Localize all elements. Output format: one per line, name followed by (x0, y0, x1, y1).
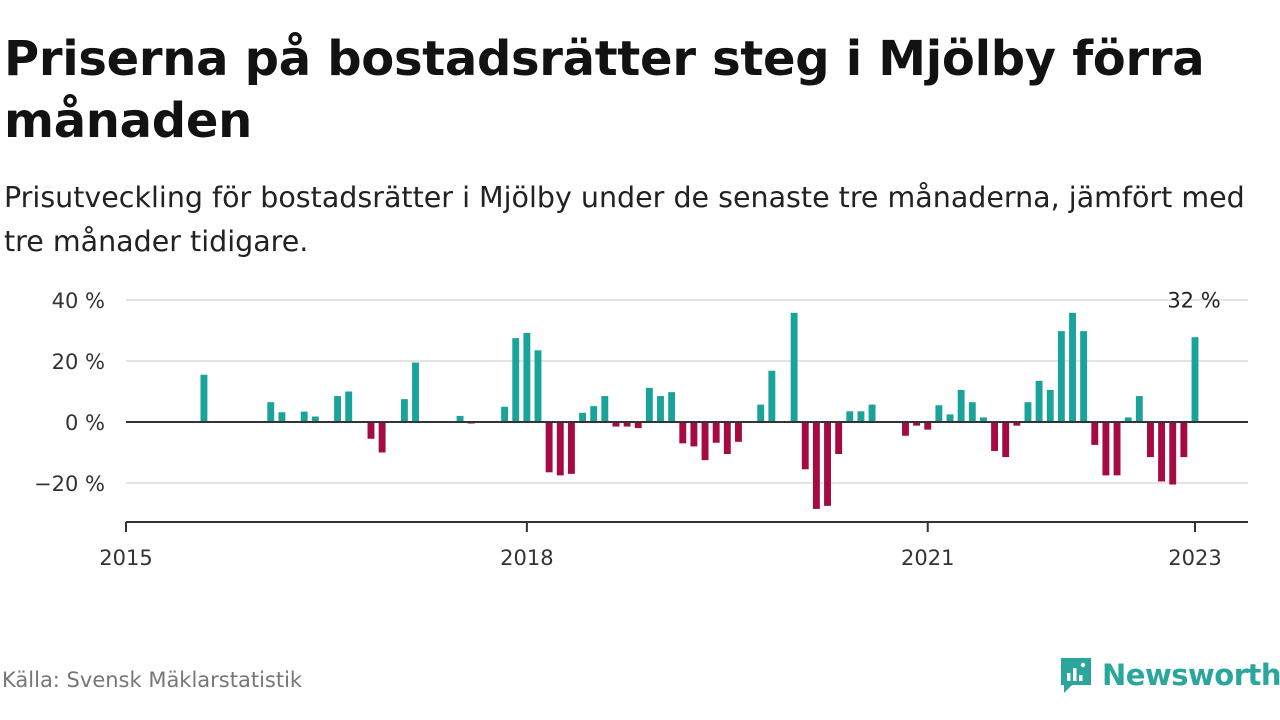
bar-2019-07 (723, 422, 731, 455)
bar-2018-06 (579, 412, 586, 422)
bar-2018-09 (612, 422, 620, 427)
bar-2018-08 (601, 396, 609, 422)
bar-2020-01 (790, 312, 798, 422)
bar-2018-03 (545, 422, 553, 473)
bar-2020-12 (913, 422, 921, 426)
bar-2018-12 (645, 387, 653, 422)
bar-2021-04 (957, 389, 965, 422)
y-tick-label: 40 % (52, 289, 105, 313)
bar-2022-06 (1113, 422, 1121, 476)
bar-2018-11 (634, 422, 642, 429)
bar-2018-10 (623, 422, 631, 427)
bar-2022-08 (1135, 396, 1143, 422)
bar-chart: 40 % 20 % 0 % −20 % 2015 2018 2021 2023 32 % (34, 288, 1248, 570)
x-tick-label: 2021 (901, 546, 954, 570)
source-note: Källa: Svensk Mäklarstatistik (2, 668, 303, 692)
y-tick-label: 20 % (52, 350, 105, 374)
bar-2022-12 (1180, 422, 1188, 458)
bar-2019-01 (657, 396, 664, 422)
bar-2022-03 (1080, 331, 1088, 422)
value-annotation: 32 % (1167, 288, 1220, 312)
bar-2019-11 (768, 370, 776, 422)
bar-2016-05 (300, 411, 308, 422)
bar-2021-10 (1024, 402, 1032, 422)
bar-2022-01 (1057, 331, 1065, 422)
bar-2019-05 (701, 422, 709, 461)
bar-2016-02 (267, 402, 275, 422)
bar-2021-03 (946, 414, 954, 423)
bar-2022-04 (1091, 422, 1099, 445)
bar-2021-11 (1035, 380, 1043, 422)
bar-2021-12 (1046, 389, 1054, 422)
y-tick-label: −20 % (34, 472, 105, 496)
bar-2022-05 (1102, 422, 1110, 476)
x-tick-label: 2018 (500, 546, 553, 570)
x-tick-label: 2023 (1168, 546, 1221, 570)
brand-logo: Newsworthy (1058, 652, 1280, 698)
newsworthy-logo-icon (1061, 658, 1091, 693)
bar-2021-01 (924, 422, 932, 430)
bar-2016-03 (278, 412, 286, 422)
brand-name: Newsworthy (1102, 658, 1280, 692)
bar-2016-09 (345, 391, 353, 422)
bar-2022-10 (1158, 422, 1166, 482)
bar-2016-11 (367, 422, 375, 439)
bar-2016-06 (311, 416, 319, 422)
bar-2021-06 (979, 417, 987, 422)
bar-2017-02 (400, 399, 408, 423)
bar-2020-11 (902, 422, 909, 436)
bar-2019-02 (668, 392, 676, 422)
bar-2018-07 (590, 406, 598, 422)
bar-2017-03 (412, 362, 419, 422)
bar-2020-03 (812, 422, 820, 509)
bar-2021-07 (991, 422, 999, 451)
bar-2017-12 (512, 338, 520, 423)
bar-2020-07 (857, 411, 865, 422)
bar-2019-10 (757, 404, 765, 422)
bar-2021-05 (968, 402, 976, 422)
chart-title: Priserna på bostadsrätter steg i Mjölby … (4, 31, 1205, 149)
bar-2022-11 (1169, 422, 1177, 485)
bar-2016-12 (378, 422, 386, 453)
bar-2021-08 (1002, 422, 1010, 458)
bar-2021-02 (935, 405, 943, 422)
bar-2016-08 (334, 396, 342, 422)
bar-2020-05 (835, 422, 843, 455)
bar-2023-01 (1191, 337, 1199, 422)
bar-2018-04 (556, 422, 564, 476)
bar-2020-04 (824, 422, 831, 506)
bar-2019-03 (679, 422, 687, 444)
bar-2017-07 (456, 415, 464, 422)
bar-2020-02 (801, 422, 809, 470)
bar-2020-06 (846, 411, 854, 422)
bar-2022-02 (1069, 312, 1076, 422)
bar-2015-08 (200, 374, 208, 422)
bar-2022-07 (1124, 417, 1132, 422)
x-tick-label: 2015 (99, 546, 152, 570)
bar-2019-08 (735, 422, 742, 442)
bar-2019-06 (712, 422, 720, 443)
bar-2018-05 (567, 422, 575, 474)
bar-2018-02 (534, 350, 542, 422)
bar-2019-04 (690, 422, 698, 447)
bar-2017-11 (501, 406, 509, 422)
bar-2022-09 (1147, 422, 1154, 458)
bar-2021-09 (1013, 422, 1021, 426)
bar-2020-08 (868, 404, 876, 422)
chart-subtitle: Prisutveckling för bostadsrätter i Mjölb… (4, 181, 1245, 258)
bar-2018-01 (523, 332, 531, 422)
y-tick-label: 0 % (65, 411, 105, 435)
